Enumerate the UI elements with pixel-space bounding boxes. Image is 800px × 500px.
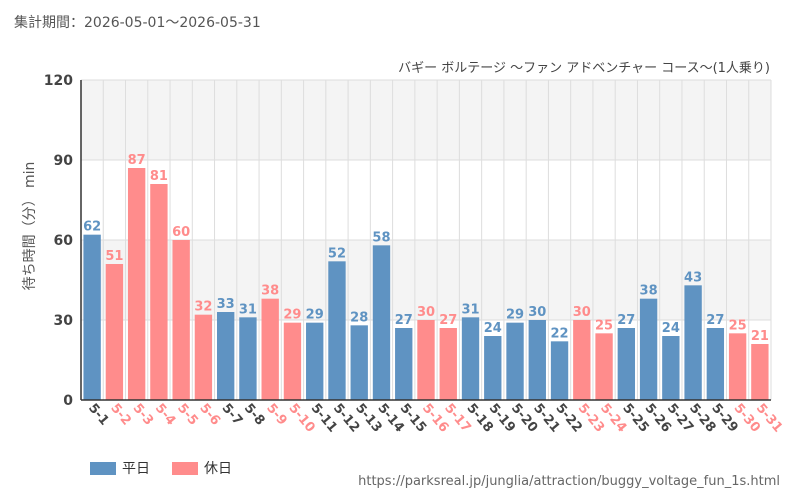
bar-5-19: [484, 336, 502, 400]
bar-5-30: [728, 333, 747, 400]
x-tick-label-5-7: 5-7: [219, 401, 246, 429]
value-label-5-29: 27: [706, 313, 724, 328]
value-label-5-10: 29: [283, 308, 301, 323]
x-tick-labels: 5-15-25-35-45-55-65-75-85-95-105-115-125…: [85, 401, 785, 436]
period-label: 集計期間：2026-05-01～2026-05-31: [14, 15, 261, 31]
legend-label-weekday: 平日: [122, 461, 150, 477]
value-label-5-28: 43: [684, 270, 702, 285]
value-label-5-23: 30: [573, 305, 591, 320]
y-axis-label: 待ち時間（分） min: [22, 162, 38, 291]
legend-item-weekday: 平日: [90, 458, 150, 478]
value-label-5-15: 27: [395, 313, 413, 328]
bar-5-7: [216, 312, 235, 400]
bar-5-29: [706, 328, 725, 400]
chart-title: バギー ボルテージ 〜ファン アドベンチャー コース〜(1人乗り): [398, 61, 770, 76]
value-label-5-17: 27: [439, 313, 457, 328]
value-label-5-14: 58: [372, 230, 390, 245]
bar-5-1: [83, 234, 101, 400]
value-label-5-3: 87: [128, 153, 146, 168]
x-tick-label-5-5: 5-5: [174, 401, 201, 429]
value-label-5-26: 38: [640, 284, 658, 299]
bar-5-24: [595, 333, 613, 400]
x-tick-label-5-6: 5-6: [196, 401, 223, 429]
x-tick-label-5-8: 5-8: [241, 401, 268, 429]
y-tick-label: 30: [54, 313, 74, 329]
bar-5-14: [372, 245, 391, 400]
value-label-5-31: 21: [751, 329, 769, 344]
background-band: [81, 80, 771, 160]
bar-5-16: [417, 320, 435, 400]
value-label-5-19: 24: [484, 321, 502, 336]
value-label-5-12: 52: [328, 246, 346, 261]
bar-5-27: [662, 336, 680, 400]
bar-5-31: [751, 344, 769, 400]
value-labels: 62 51 87 81 60 32 33 31 38 29 29 52 28 58 27 30 27 31 24 29…: [83, 153, 769, 344]
value-label-5-21: 30: [528, 305, 546, 320]
bar-5-4: [150, 184, 168, 400]
legend-swatch-holiday: [172, 461, 198, 475]
bar-5-8: [239, 317, 257, 400]
legend: 平日 休日: [90, 458, 232, 478]
value-label-5-18: 31: [461, 302, 479, 317]
value-label-5-27: 24: [662, 321, 680, 336]
bar-5-17: [439, 328, 457, 400]
value-label-5-5: 60: [172, 225, 190, 240]
y-tick-label: 60: [54, 233, 74, 249]
value-label-5-24: 25: [595, 318, 613, 333]
bar-5-15: [395, 328, 413, 400]
value-label-5-8: 31: [239, 302, 257, 317]
y-tick-labels: 0 30 60 90 120: [44, 73, 73, 409]
legend-swatch-weekday: [90, 461, 116, 475]
x-tick-label-5-1: 5-1: [85, 401, 112, 429]
y-tick-label: 0: [63, 393, 73, 409]
bar-5-21: [528, 320, 546, 400]
value-label-5-7: 33: [217, 297, 235, 312]
bar-5-26: [639, 298, 658, 400]
bar-5-11: [306, 322, 324, 400]
x-tick-label-5-4: 5-4: [152, 401, 179, 429]
value-label-5-2: 51: [105, 249, 123, 264]
bar-5-3: [127, 168, 146, 400]
x-tick-label-5-2: 5-2: [107, 401, 134, 429]
bar-5-20: [506, 322, 524, 400]
bar-5-23: [573, 320, 591, 400]
bar-5-28: [684, 285, 702, 400]
x-tick-label-5-3: 5-3: [130, 401, 157, 429]
value-label-5-30: 25: [729, 318, 747, 333]
value-label-5-6: 32: [194, 300, 212, 315]
bar-5-6: [194, 314, 213, 400]
value-label-5-20: 29: [506, 308, 524, 323]
bar-5-18: [461, 317, 480, 400]
bars: [83, 168, 769, 400]
value-label-5-1: 62: [83, 220, 101, 235]
legend-item-holiday: 休日: [172, 458, 232, 478]
bar-5-2: [105, 264, 124, 400]
axes: [80, 80, 771, 401]
value-label-5-25: 27: [617, 313, 635, 328]
value-label-5-4: 81: [150, 169, 168, 184]
y-tick-label: 120: [44, 73, 73, 89]
value-label-5-22: 22: [551, 326, 569, 341]
bar-5-13: [350, 325, 368, 400]
bar-5-5: [172, 240, 190, 400]
y-tick-label: 90: [54, 153, 74, 169]
value-label-5-13: 28: [350, 310, 368, 325]
value-label-5-11: 29: [306, 308, 324, 323]
source-url: https://parksreal.jp/junglia/attraction/…: [358, 474, 780, 489]
bar-5-10: [283, 322, 302, 400]
x-tick-label-5-9: 5-9: [263, 401, 290, 429]
bar-5-9: [261, 298, 279, 400]
bar-5-22: [550, 341, 569, 400]
legend-label-holiday: 休日: [204, 461, 232, 477]
bar-5-25: [617, 328, 636, 400]
bar-5-12: [328, 261, 346, 400]
value-label-5-16: 30: [417, 305, 435, 320]
value-label-5-9: 38: [261, 284, 279, 299]
